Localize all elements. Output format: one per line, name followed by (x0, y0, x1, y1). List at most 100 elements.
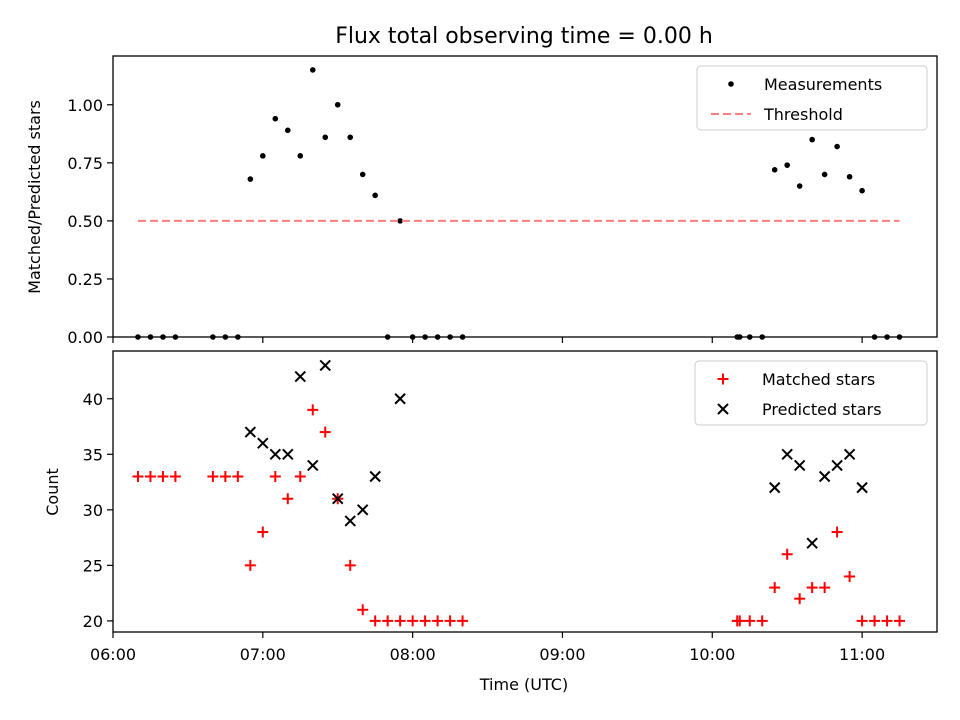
top-y-tick-label: 1.00 (67, 96, 103, 115)
x-tick-label: 08:00 (390, 645, 436, 664)
measurement-point (247, 176, 254, 182)
predicted-star-marker (244, 426, 257, 438)
legend-label: Threshold (763, 105, 843, 124)
matched-star-marker (756, 615, 768, 627)
top-chart: 0.00 0.25 0.50 0.75 1.00 Measurements Threshol… (67, 55, 938, 347)
matched-star-marker (781, 548, 793, 560)
matched-star-marker (432, 615, 444, 627)
matched-star-marker (444, 615, 456, 627)
predicted-star-marker (294, 370, 306, 383)
predicted-star-marker (307, 459, 319, 472)
matched-star-marker (794, 593, 806, 605)
matched-star-marker (294, 471, 306, 483)
measurement-point (397, 218, 403, 224)
measurement-point (859, 187, 865, 194)
predicted-star-marker (282, 448, 294, 460)
legend-label: Measurements (764, 75, 882, 94)
predicted-star-marker (831, 459, 843, 472)
matched-star-marker (734, 615, 746, 627)
measurement-point (347, 134, 354, 141)
matched-star-marker (344, 559, 356, 571)
matched-star-marker (244, 559, 256, 571)
bottom-x-axis-label: Time (UTC) (479, 675, 568, 694)
measurement-point (846, 173, 853, 180)
measurement-point (334, 101, 341, 108)
matched-star-marker (407, 615, 419, 627)
top-y-axis-label: Matched/Predicted stars (25, 100, 44, 294)
matched-star-marker (419, 615, 431, 627)
predicted-star-marker (856, 481, 868, 494)
predicted-star-marker (356, 504, 369, 516)
matched-star-marker (319, 426, 331, 438)
predicted-star-marker (319, 359, 331, 372)
matched-star-marker (844, 570, 856, 582)
legend-label: Predicted stars (762, 400, 882, 419)
predicted-star-marker (818, 470, 831, 483)
predicted-star-marker (269, 448, 282, 460)
matched-star-marker (282, 493, 294, 505)
matched-star-marker (357, 604, 369, 616)
bottom-y-tick-label: 30 (83, 501, 103, 520)
bottom-plot-frame (112, 350, 938, 633)
matched-star-marker (157, 471, 169, 483)
matched-star-marker (819, 582, 831, 594)
bottom-series-matched-stars (132, 404, 906, 627)
legend-marker-predicted-stars (717, 403, 729, 415)
matched-star-marker (869, 615, 881, 627)
matched-star-marker (219, 471, 231, 483)
matched-star-marker (894, 615, 906, 627)
matched-star-marker (207, 471, 219, 483)
matched-star-marker (806, 582, 818, 594)
x-tick-label: 07:00 (240, 645, 286, 664)
bottom-y-tick-label: 35 (83, 445, 103, 464)
matched-star-marker (144, 471, 156, 483)
bottom-chart: 20 25 30 35 40 06:00 07:00 08:00 09:00 10:00 11:00… (83, 350, 938, 664)
bottom-y-axis-label: Count (43, 468, 62, 516)
legend-marker-measurements (728, 81, 734, 87)
matched-star-marker (132, 471, 144, 483)
measurement-point (322, 134, 329, 141)
measurement-point (796, 183, 803, 189)
measurement-point (834, 143, 840, 150)
matched-star-marker (382, 615, 394, 627)
bottom-y-tick-label: 40 (83, 390, 103, 409)
matched-star-marker (307, 404, 319, 416)
predicted-star-marker (257, 437, 269, 449)
top-chart-title: Flux total observing time = 0.00 h (335, 24, 713, 49)
matched-star-marker (744, 615, 756, 627)
predicted-star-marker (781, 448, 793, 460)
matched-star-marker (457, 615, 469, 627)
matched-star-marker (369, 615, 381, 627)
measurement-point (821, 171, 828, 178)
measurement-point (309, 67, 316, 73)
matched-star-marker (232, 471, 244, 483)
top-y-tick-label: 0.00 (67, 328, 103, 347)
x-tick-label: 11:00 (839, 645, 885, 664)
bottom-series-predicted-stars (244, 359, 868, 549)
top-legend-box (696, 65, 928, 131)
predicted-star-marker (793, 459, 806, 472)
matched-star-marker (831, 526, 843, 538)
x-tick-label: 10:00 (689, 645, 735, 664)
x-tick-label: 06:00 (90, 645, 136, 664)
top-y-tick-label: 0.50 (67, 212, 103, 231)
measurement-point (372, 192, 378, 199)
matched-star-marker (856, 615, 868, 627)
predicted-star-marker (369, 470, 381, 483)
bottom-legend: Matched stars Predicted stars (694, 360, 928, 426)
predicted-star-marker (394, 393, 406, 405)
measurement-point (359, 171, 366, 178)
top-plot-frame (112, 55, 938, 338)
measurement-point (771, 166, 778, 173)
predicted-star-marker (344, 515, 356, 527)
predicted-star-marker (843, 448, 856, 460)
top-legend: Measurements Threshold (696, 65, 928, 131)
measurement-point (284, 127, 291, 134)
matched-star-marker (257, 526, 269, 538)
legend-label: Matched stars (762, 370, 875, 389)
matched-star-marker (881, 615, 893, 627)
predicted-star-marker (806, 537, 818, 549)
matched-star-marker (269, 471, 281, 483)
legend-marker-matched-stars (717, 373, 729, 385)
measurement-point (260, 153, 266, 159)
